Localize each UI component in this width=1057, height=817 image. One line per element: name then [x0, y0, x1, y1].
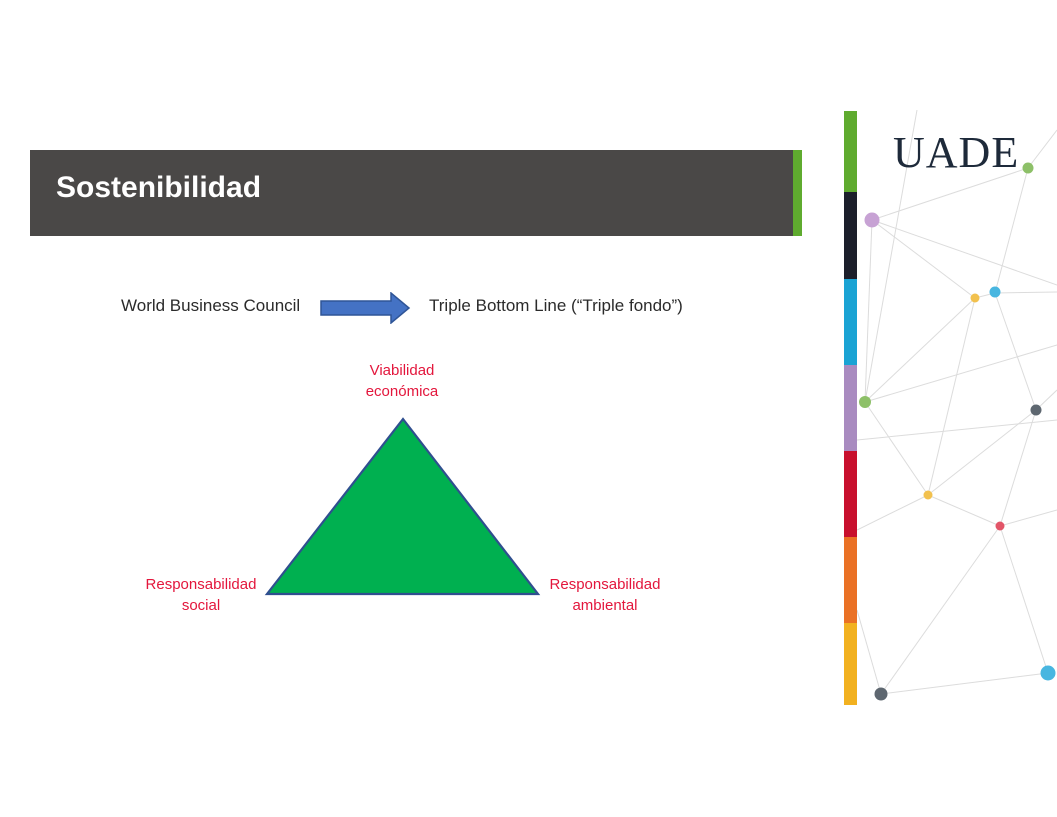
network-decoration	[857, 110, 1057, 701]
vertex-label-right-line2: ambiental	[572, 597, 638, 614]
slide-title: Sostenibilidad	[56, 171, 262, 204]
stripe-green	[844, 111, 857, 192]
vertex-label-top: Viabilidad económica	[342, 360, 462, 402]
stripe-yellow	[844, 623, 857, 705]
vertex-label-right: Responsabilidad ambiental	[535, 574, 675, 616]
vertex-label-top-line2: económica	[365, 383, 439, 400]
triangle-shape	[264, 417, 541, 596]
stripe-red	[844, 451, 857, 537]
flow-target-label: Triple Bottom Line (“Triple fondo”)	[429, 296, 683, 315]
vertex-label-left: Responsabilidad social	[131, 574, 271, 616]
uade-logo: UADE	[893, 128, 1020, 177]
flow-source-label: World Business Council	[121, 296, 301, 315]
vertex-label-left-line2: social	[181, 597, 221, 614]
sustainability-triangle	[264, 417, 541, 596]
vertex-label-right-line1: Responsabilidad	[549, 576, 661, 593]
stripe-navy	[844, 192, 857, 279]
title-bar: Sostenibilidad	[30, 150, 802, 236]
stripe-cyan	[844, 279, 857, 365]
stripe-lavender	[844, 365, 857, 451]
title-accent	[793, 150, 802, 236]
vertex-label-top-line1: Viabilidad	[369, 362, 435, 379]
vertex-label-left-line1: Responsabilidad	[145, 576, 257, 593]
stripe-orange	[844, 537, 857, 623]
right-arrow-icon	[320, 292, 411, 324]
